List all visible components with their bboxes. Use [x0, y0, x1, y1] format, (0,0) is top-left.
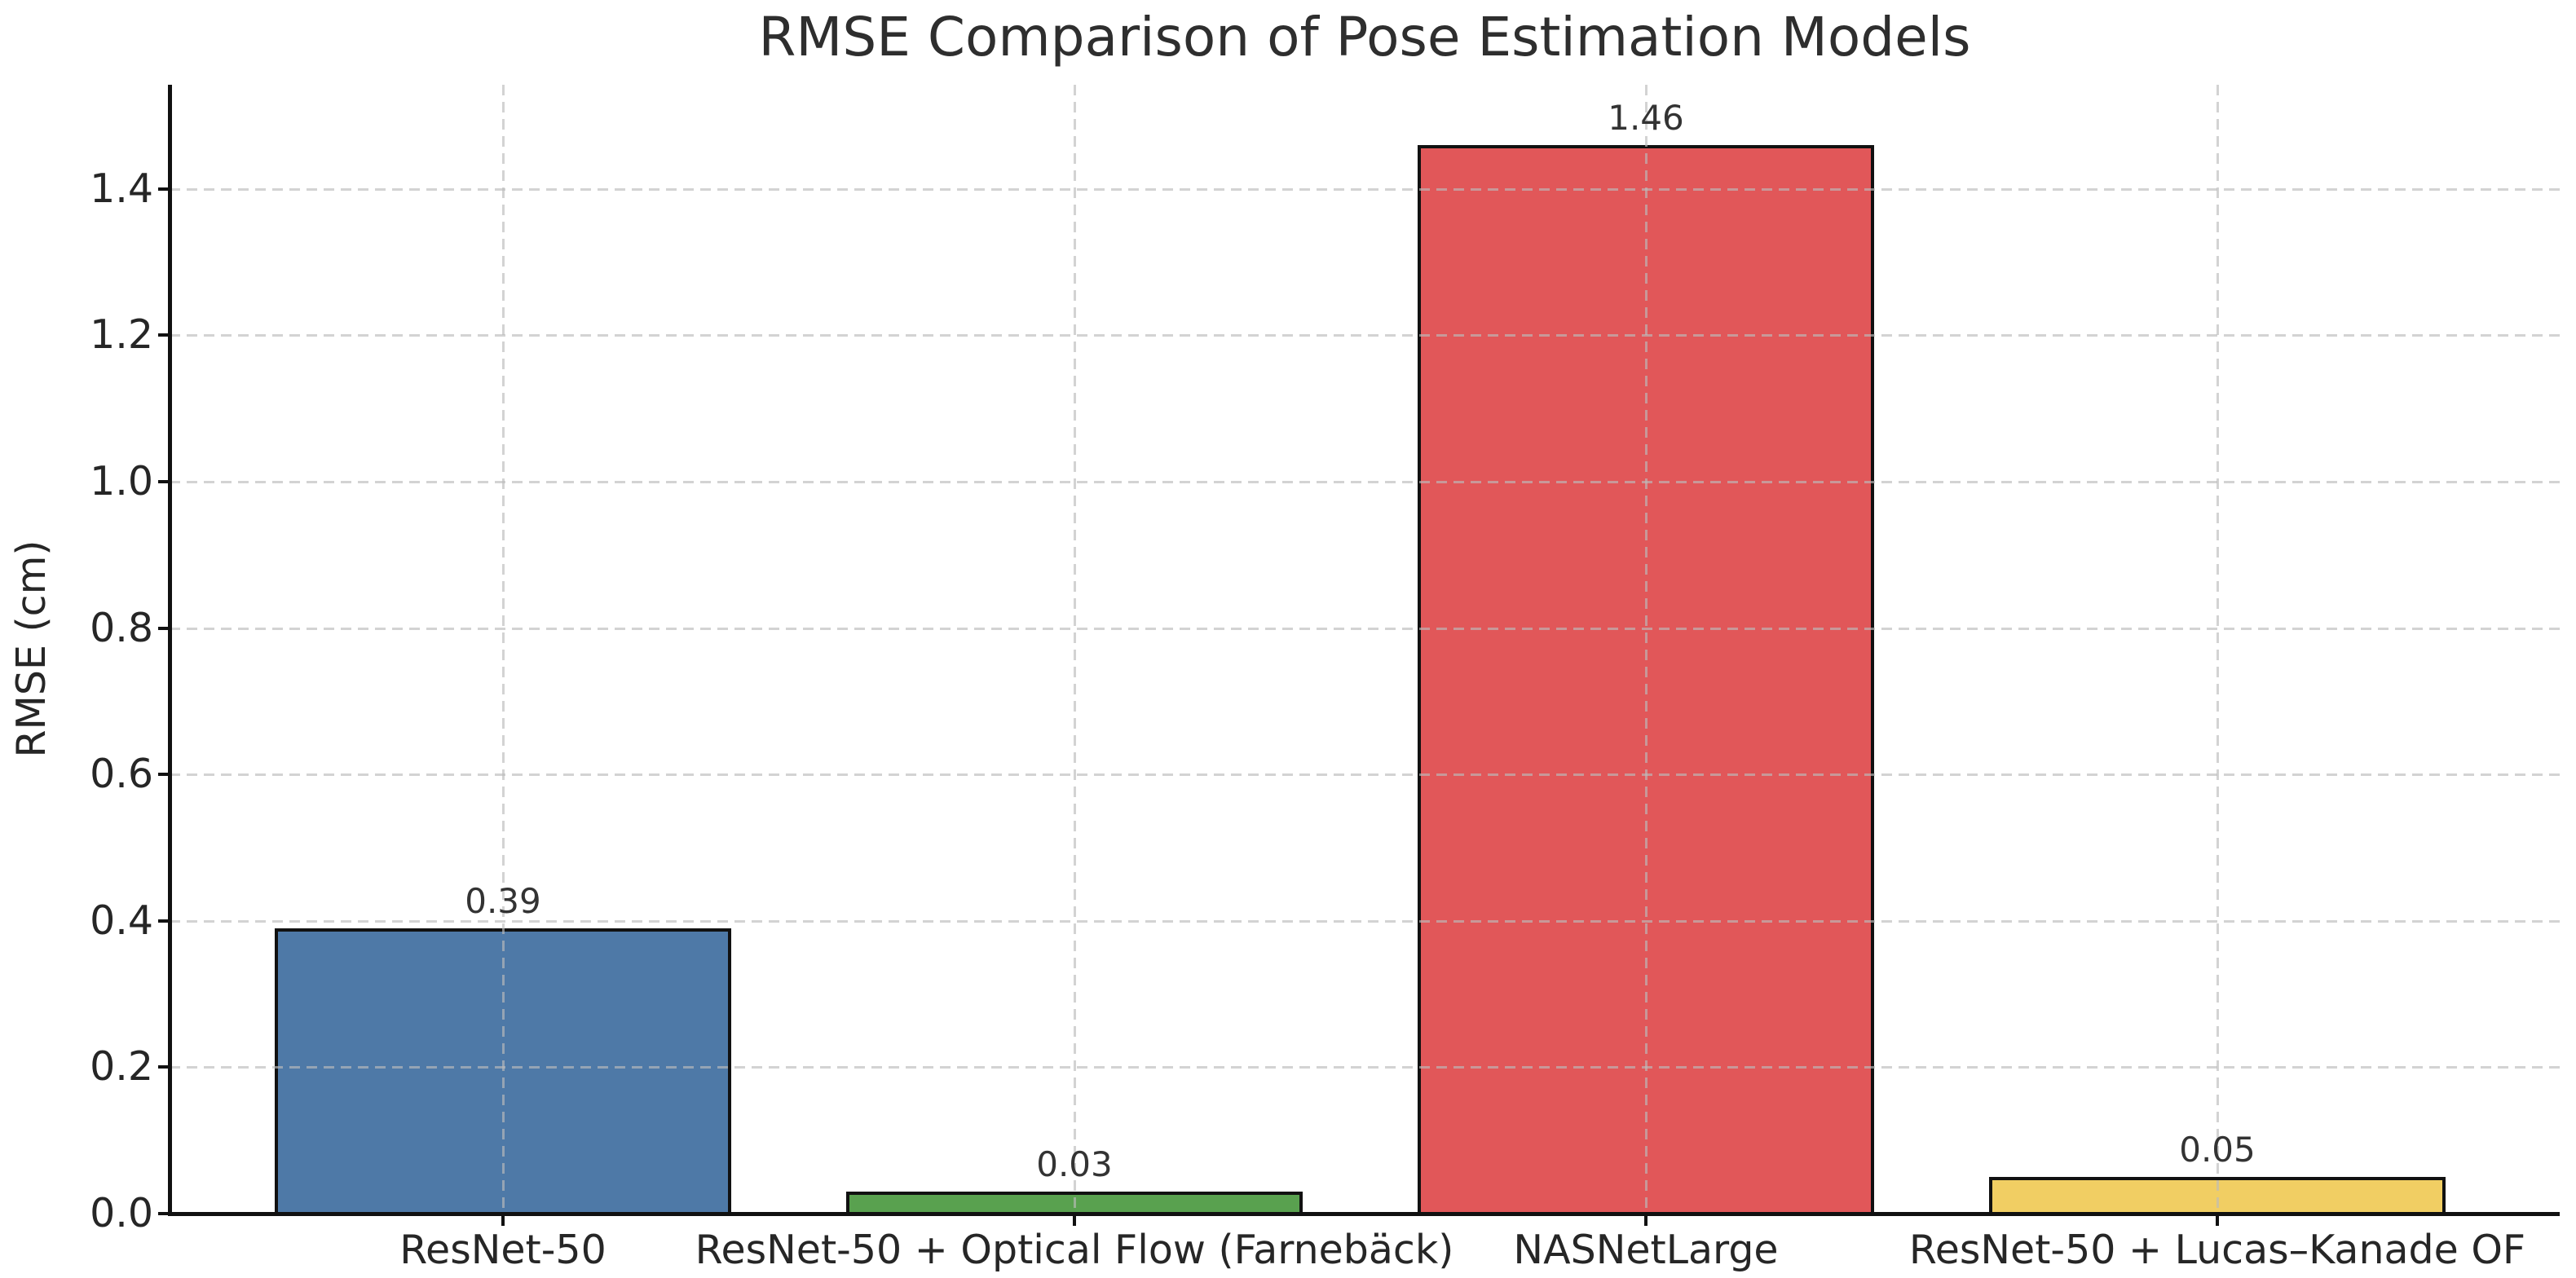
x-tick-label-lucas-kanade: ResNet-50 + Lucas–Kanade OF [1908, 1227, 2526, 1273]
value-label-nasnetlarge: 1.46 [1608, 98, 1684, 138]
x-tick-mark [501, 1216, 505, 1226]
gridline-y-0-2 [170, 1066, 2560, 1069]
chart-title: RMSE Comparison of Pose Estimation Model… [758, 6, 1971, 68]
y-tick-mark [158, 919, 168, 923]
x-axis-spine [168, 1212, 2560, 1216]
y-tick-mark [158, 480, 168, 483]
y-tick-mark [158, 1065, 168, 1069]
gridline-x-lucas-kanade [2217, 85, 2219, 1214]
x-tick-mark [2216, 1216, 2219, 1226]
x-tick-label-nasnetlarge: NASNetLarge [1513, 1227, 1779, 1273]
value-label-resnet50-optical-flow: 0.03 [1036, 1144, 1113, 1184]
x-tick-mark [1073, 1216, 1076, 1226]
y-tick-mark [158, 333, 168, 337]
gridline-y-1-0 [170, 481, 2560, 483]
y-tick-label: 1.2 [90, 311, 153, 358]
y-tick-mark [158, 1212, 168, 1215]
gridline-x-nasnetlarge [1645, 85, 1647, 1214]
gridline-y-0-6 [170, 773, 2560, 776]
y-tick-mark [158, 627, 168, 630]
x-tick-label-resnet50: ResNet-50 [399, 1227, 607, 1273]
x-tick-mark [1644, 1216, 1647, 1226]
value-label-resnet50: 0.39 [465, 881, 541, 921]
value-label-lucas-kanade: 0.05 [2179, 1130, 2256, 1170]
y-tick-label: 0.8 [90, 605, 153, 651]
y-tick-mark [158, 187, 168, 191]
y-tick-mark [158, 773, 168, 776]
gridline-x-resnet50 [502, 85, 505, 1214]
y-tick-label: 0.4 [90, 897, 153, 944]
y-tick-label: 1.0 [90, 458, 153, 505]
x-tick-label-resnet50-optical-flow: ResNet-50 + Optical Flow (Farnebäck) [695, 1227, 1454, 1273]
gridline-y-1-2 [170, 334, 2560, 337]
y-tick-label: 0.6 [90, 751, 153, 797]
gridline-x-resnet50-optical-flow [1074, 85, 1076, 1214]
y-tick-label: 0.0 [90, 1190, 153, 1236]
y-tick-label: 0.2 [90, 1043, 153, 1090]
gridline-y-1-4 [170, 188, 2560, 191]
y-axis-spine [168, 85, 172, 1216]
gridline-y-0-4 [170, 920, 2560, 923]
y-tick-label: 1.4 [90, 165, 153, 212]
gridline-y-0-8 [170, 628, 2560, 630]
